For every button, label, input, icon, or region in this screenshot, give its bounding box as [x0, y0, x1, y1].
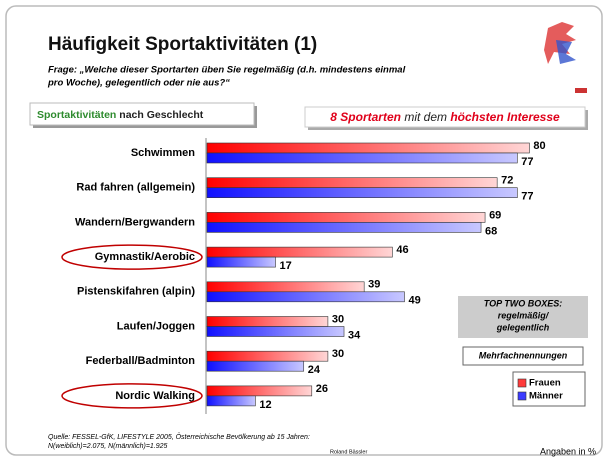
note-box — [458, 296, 588, 338]
source: Quelle: FESSEL-GfK, LIFESTYLE 2005, Öste… — [48, 433, 310, 441]
chart-title: Häufigkeit Sportaktivitäten (1) — [48, 34, 317, 55]
bar — [206, 212, 486, 223]
value-label: 77 — [521, 156, 533, 168]
subtitle: Frage: „Welche dieser Sportarten üben Si… — [48, 65, 406, 76]
legend — [512, 371, 586, 407]
multi-box — [462, 346, 584, 366]
value-label: 69 — [489, 209, 501, 221]
bar — [206, 222, 482, 233]
text-part: Sportaktivitäten — [37, 109, 116, 121]
category-label: Rad fahren (allgemein) — [76, 182, 195, 194]
bar — [206, 177, 498, 188]
left-box — [29, 102, 255, 126]
category-label: Nordic Walking — [115, 390, 195, 402]
value-label: 12 — [259, 399, 271, 411]
note-text: regelmäßig/ — [498, 310, 550, 320]
logo — [544, 22, 587, 93]
value-label: 77 — [521, 191, 533, 203]
legend-swatch — [517, 391, 527, 401]
highlight-ring — [61, 383, 203, 409]
legend-label: Frauen — [529, 378, 561, 389]
bar — [206, 152, 518, 164]
bar — [206, 142, 530, 154]
bar — [206, 350, 329, 362]
multi-note: Mehrfachnennungen — [479, 350, 568, 360]
category-label: Schwimmen — [131, 147, 195, 159]
right-box-text: 8 Sportarten mit dem höchsten Interesse — [330, 110, 560, 124]
left-box-text: Sportaktivitäten nach Geschlecht — [37, 109, 204, 121]
category-label: Laufen/Joggen — [117, 320, 196, 332]
text-part: höchsten Interesse — [450, 110, 560, 124]
value-label: 39 — [368, 279, 380, 291]
value-label: 17 — [280, 260, 292, 272]
bar — [206, 326, 345, 337]
bar — [206, 385, 313, 397]
highlight-ring — [61, 244, 203, 270]
value-label: 30 — [332, 313, 344, 325]
value-label: 46 — [396, 244, 408, 256]
right-box — [304, 106, 586, 128]
value-label: 80 — [533, 140, 545, 152]
category-label: Pistenskifahren (alpin) — [77, 286, 195, 298]
author: Roland Bässler — [330, 449, 367, 455]
value-label: 72 — [501, 175, 513, 187]
text-part: 8 Sportarten — [330, 110, 401, 124]
value-label: 24 — [308, 364, 321, 376]
unit-note: Angaben in % — [540, 446, 596, 456]
text-part: nach Geschlecht — [116, 109, 203, 121]
legend-swatch — [517, 378, 527, 388]
category-label: Federball/Badminton — [86, 355, 196, 367]
source: N(weiblich)=2.075, N(männlich)=1.925 — [48, 443, 168, 450]
bar — [206, 281, 365, 293]
legend-label: Männer — [529, 391, 563, 402]
bar — [206, 395, 256, 407]
bar — [206, 246, 393, 258]
note-text: gelegentlich — [496, 322, 550, 332]
bar — [206, 360, 305, 372]
value-label: 30 — [332, 348, 344, 360]
bar — [206, 316, 329, 327]
value-label: 49 — [408, 295, 420, 307]
bar — [206, 291, 405, 303]
text-part: mit dem — [401, 110, 450, 124]
bar — [206, 187, 518, 198]
category-label: Wandern/Bergwandern — [75, 216, 195, 228]
value-label: 26 — [316, 383, 328, 395]
note-text: TOP TWO BOXES: — [484, 298, 563, 308]
value-label: 34 — [348, 329, 361, 341]
subtitle: pro Woche), gelegentlich oder nie aus?“ — [47, 78, 230, 89]
bar — [206, 256, 276, 268]
value-label: 68 — [485, 225, 497, 237]
category-label: Gymnastik/Aerobic — [95, 251, 195, 263]
